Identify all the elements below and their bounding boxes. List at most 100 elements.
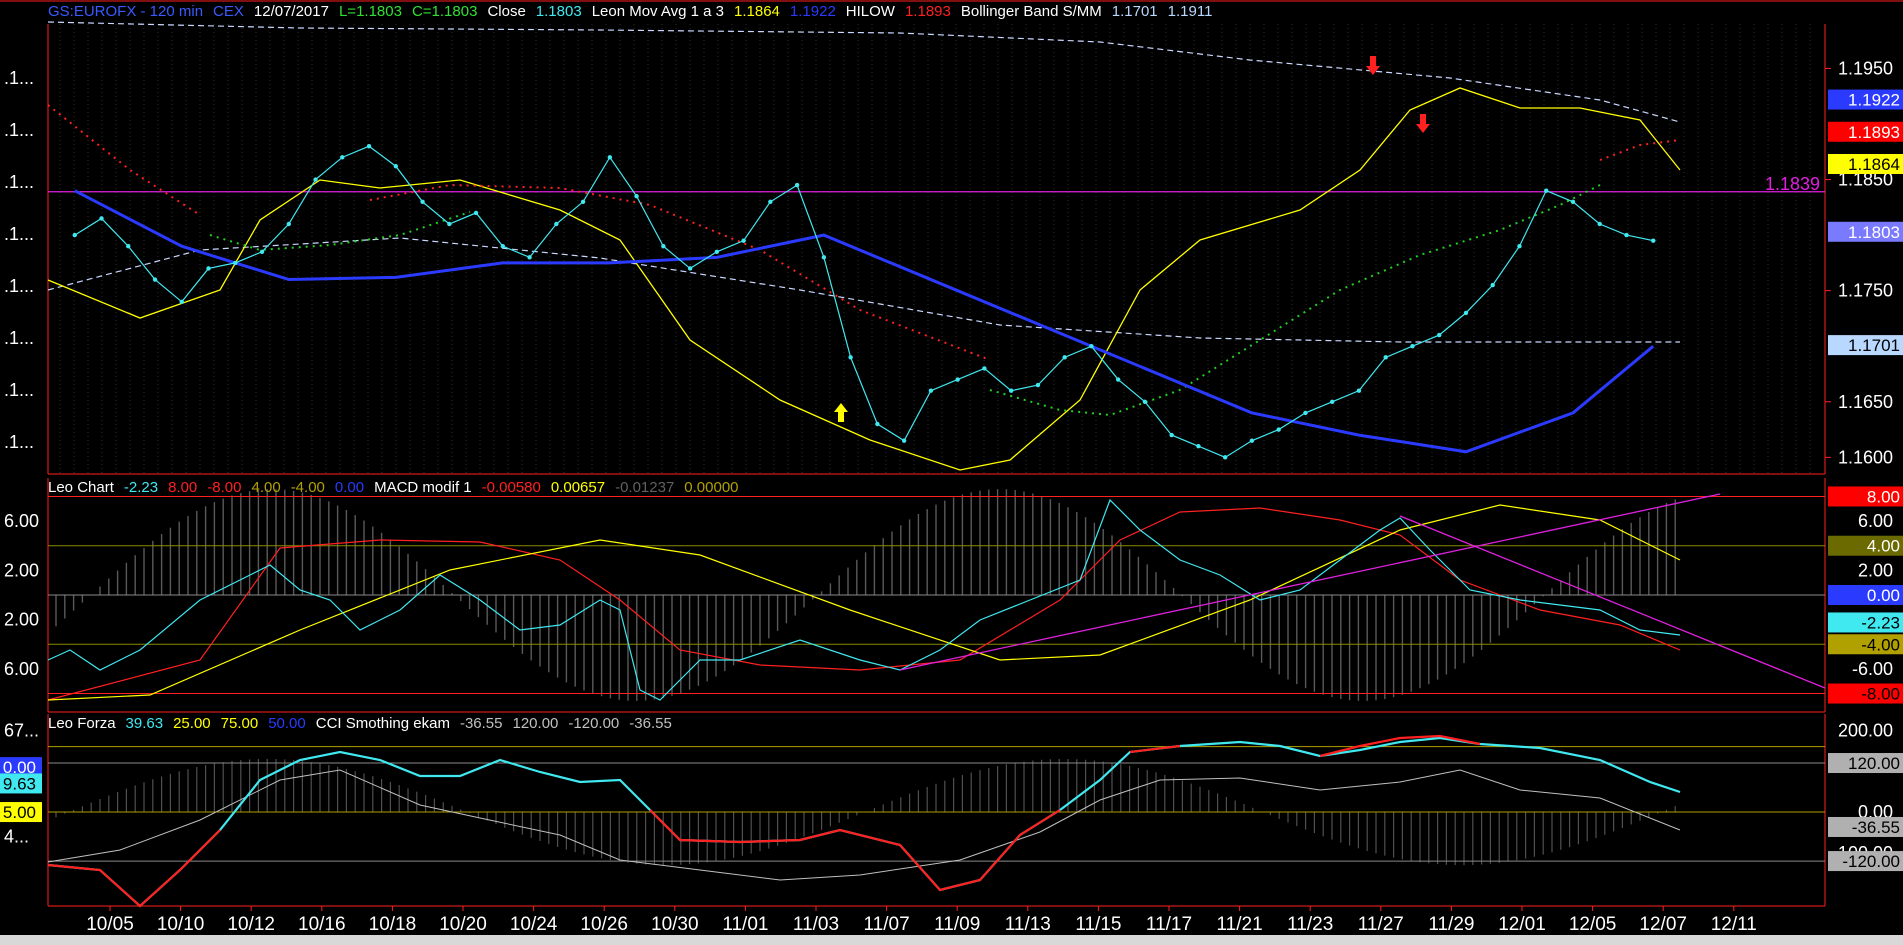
cci-axis-label: 200.00: [1838, 720, 1893, 740]
x-axis-label: 10/10: [157, 914, 205, 935]
close-price-point: [794, 182, 800, 188]
close-price-point: [340, 155, 345, 160]
macd-badge: -4.00: [1861, 635, 1900, 654]
close-price-point: [768, 199, 773, 204]
close-price-point: [447, 221, 452, 227]
close-price-point: [634, 194, 639, 199]
cci-header-item: 75.00: [220, 715, 259, 732]
price-badge-bg: [1828, 121, 1903, 142]
close-price-point: [1196, 444, 1201, 449]
price-badge: 1.1893: [1848, 123, 1900, 142]
cci-leo-forza-red-segment: [1319, 734, 1481, 758]
macd-left-label: 2.00: [4, 610, 39, 630]
price-badge: 1.1701: [1848, 336, 1900, 355]
bollinger-lower: [47, 237, 1680, 343]
close-price-point: [687, 266, 693, 271]
macd-badge: -8.00: [1861, 685, 1900, 704]
hilow-red-mid: [369, 183, 991, 361]
macd-header-item: 4.00: [251, 479, 281, 496]
close-price-point: [179, 299, 184, 304]
price-header-item: 1.1922: [789, 3, 836, 20]
macd-left-label: 6.00: [4, 511, 39, 531]
macd-header-item: -4.00: [290, 479, 325, 496]
x-axis-label: 10/12: [227, 914, 275, 935]
price-badge: 1.1803: [1848, 223, 1900, 242]
status-bar: [0, 935, 1903, 945]
price-left-label: .1...: [4, 328, 34, 348]
close-price-point: [1437, 332, 1442, 338]
hilow-green-left: [209, 211, 471, 252]
hilow-red-right: [1599, 139, 1681, 161]
cci-left-badge: 5.00: [3, 803, 36, 822]
close-price-point: [1356, 388, 1362, 393]
close-price-point: [152, 277, 158, 282]
price-axis-label: 1.1950: [1838, 58, 1893, 78]
macd-left-label: 2.00: [4, 560, 39, 580]
close-price-point: [233, 260, 238, 266]
hilow-green-right: [989, 184, 1601, 417]
hilow-red-left: [47, 104, 201, 216]
sell-arrow-icon: [1416, 114, 1430, 133]
macd-header-item: MACD modif 1: [374, 479, 472, 496]
macd-axis-label: -6.00: [1852, 659, 1893, 679]
macd-badge-bg: [1828, 683, 1903, 704]
cci-left-label: 4...: [4, 827, 29, 847]
cci-header-item: -36.55: [629, 715, 672, 732]
cci-leo-forza-red-segment: [1129, 744, 1181, 754]
price-header-item: 1.1911: [1167, 3, 1213, 20]
close-price-point: [1383, 355, 1388, 360]
cci-leo-forza-red-segment: [649, 809, 1061, 892]
leon-moving-average: [74, 189, 1655, 454]
close-price-point: [848, 355, 853, 360]
close-price-point: [928, 388, 934, 393]
macd-header-item: 0.00: [334, 479, 365, 496]
cci-badge-bg: [1828, 753, 1903, 774]
cci-left-badge: 9.63: [3, 774, 36, 793]
close-price-point: [473, 210, 479, 216]
close-price-point: [661, 244, 666, 249]
price-left-label: .1...: [4, 172, 34, 192]
close-price-point: [1222, 455, 1228, 460]
x-axis-label: 10/20: [439, 914, 487, 935]
price-badge-bg: [1828, 154, 1903, 174]
cci-badge-bg: [1828, 816, 1903, 837]
close-price-point: [901, 438, 907, 443]
close-price-point: [500, 244, 506, 249]
close-price-point: [1276, 427, 1281, 432]
price-header-item: 12/07/2017: [253, 3, 329, 20]
x-axis-label: 11/29: [1428, 914, 1474, 935]
price-panel-header: GS:EUROFX - 120 min CEX 12/07/2017 L=1.1803…: [48, 2, 1222, 22]
price-left-label: .1...: [4, 224, 34, 244]
price-header-item: Leon Mov Avg 1 a 3: [591, 3, 725, 20]
macd-header-item: Leo Chart: [48, 479, 114, 496]
macd-badge: 4.00: [1867, 537, 1900, 556]
close-price-point: [527, 255, 532, 260]
close-price-point: [1035, 382, 1041, 388]
close-price-point: [1142, 399, 1148, 404]
close-price-point: [1651, 238, 1656, 243]
close-price-point: [1089, 344, 1094, 349]
price-badge: 1.1922: [1848, 91, 1900, 110]
macd-header-item: -0.00580: [481, 479, 541, 496]
x-axis-label: 11/01: [722, 914, 768, 935]
close-price-point: [420, 199, 425, 204]
price-axis-label: 1.1650: [1838, 392, 1893, 412]
x-axis-label: 10/24: [510, 914, 558, 935]
price-left-label: .1...: [4, 68, 34, 88]
close-price-point: [1008, 388, 1014, 393]
close-price-point: [1490, 282, 1495, 288]
price-header-item: L=1.1803: [338, 3, 402, 20]
x-axis-label: 10/16: [298, 914, 346, 935]
macd-left-label: 6.00: [4, 659, 39, 679]
close-price-point: [1410, 344, 1415, 349]
price-badge-bg: [1828, 335, 1903, 356]
cci-panel-header: Leo Forza 39.63 25.00 75.00 50.00 CCI Smothin…: [48, 714, 682, 734]
close-price-point: [366, 144, 372, 149]
cci-smoothing-line: [47, 769, 1681, 881]
price-left-label: .1...: [4, 380, 34, 400]
price-reference-label: 1.1839: [1765, 174, 1820, 194]
close-price-point: [1517, 244, 1522, 249]
bollinger-upper: [47, 21, 1681, 123]
x-axis-label: 10/18: [369, 914, 417, 935]
x-axis-label: 10/30: [651, 914, 699, 935]
